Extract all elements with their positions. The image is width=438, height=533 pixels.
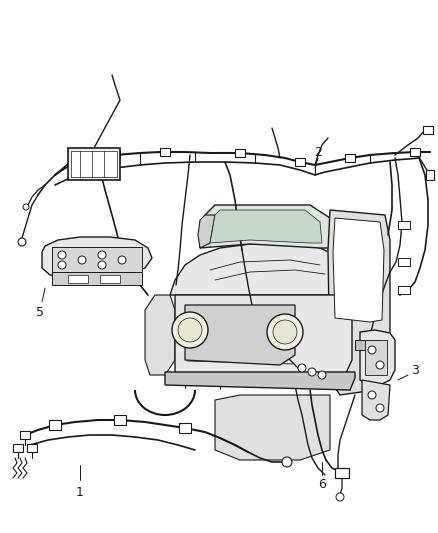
Polygon shape [52, 272, 142, 285]
Circle shape [118, 256, 126, 264]
Bar [68, 275, 88, 283]
Bar [345, 154, 355, 162]
Circle shape [273, 320, 297, 344]
Bar [49, 420, 61, 430]
Polygon shape [210, 210, 322, 243]
Text: 2: 2 [314, 146, 322, 158]
Circle shape [78, 256, 86, 264]
Bar [179, 423, 191, 433]
Circle shape [336, 493, 344, 501]
Polygon shape [362, 380, 390, 420]
Text: 3: 3 [411, 364, 419, 376]
Circle shape [282, 457, 292, 467]
Polygon shape [215, 395, 330, 460]
Bar [100, 275, 120, 283]
Polygon shape [200, 205, 335, 248]
Polygon shape [198, 215, 215, 248]
Circle shape [98, 261, 106, 269]
Bar [423, 126, 433, 134]
Circle shape [58, 251, 66, 259]
Text: 5: 5 [36, 305, 44, 319]
Polygon shape [175, 295, 352, 375]
Circle shape [308, 368, 316, 376]
Circle shape [376, 361, 384, 369]
Bar [365, 340, 387, 375]
Polygon shape [185, 305, 295, 365]
Bar [160, 148, 170, 156]
Circle shape [368, 346, 376, 354]
Polygon shape [328, 210, 390, 395]
Circle shape [98, 251, 106, 259]
Bar [398, 221, 410, 229]
Bar [295, 158, 305, 166]
Bar [68, 148, 120, 180]
Circle shape [23, 204, 29, 210]
Circle shape [172, 312, 208, 348]
Text: 6: 6 [318, 478, 326, 490]
Bar [410, 148, 420, 156]
Circle shape [298, 364, 306, 372]
Bar [110, 151, 120, 159]
Bar [398, 258, 410, 266]
Bar [71, 151, 117, 177]
Polygon shape [145, 295, 175, 375]
Bar [13, 444, 23, 452]
Circle shape [318, 371, 326, 379]
Polygon shape [165, 372, 355, 390]
Bar [235, 149, 245, 157]
Circle shape [376, 404, 384, 412]
Bar [355, 340, 380, 350]
Bar [114, 415, 126, 425]
Circle shape [368, 391, 376, 399]
Circle shape [178, 318, 202, 342]
Polygon shape [170, 243, 352, 295]
Bar [335, 468, 349, 478]
Bar [426, 170, 434, 180]
Circle shape [267, 314, 303, 350]
Bar [20, 431, 30, 439]
Bar [52, 247, 142, 272]
Polygon shape [42, 237, 152, 278]
Circle shape [58, 261, 66, 269]
Bar [27, 444, 37, 452]
Circle shape [18, 238, 26, 246]
Text: 1: 1 [76, 486, 84, 498]
Polygon shape [333, 218, 384, 322]
Polygon shape [360, 330, 395, 385]
Bar [398, 286, 410, 294]
